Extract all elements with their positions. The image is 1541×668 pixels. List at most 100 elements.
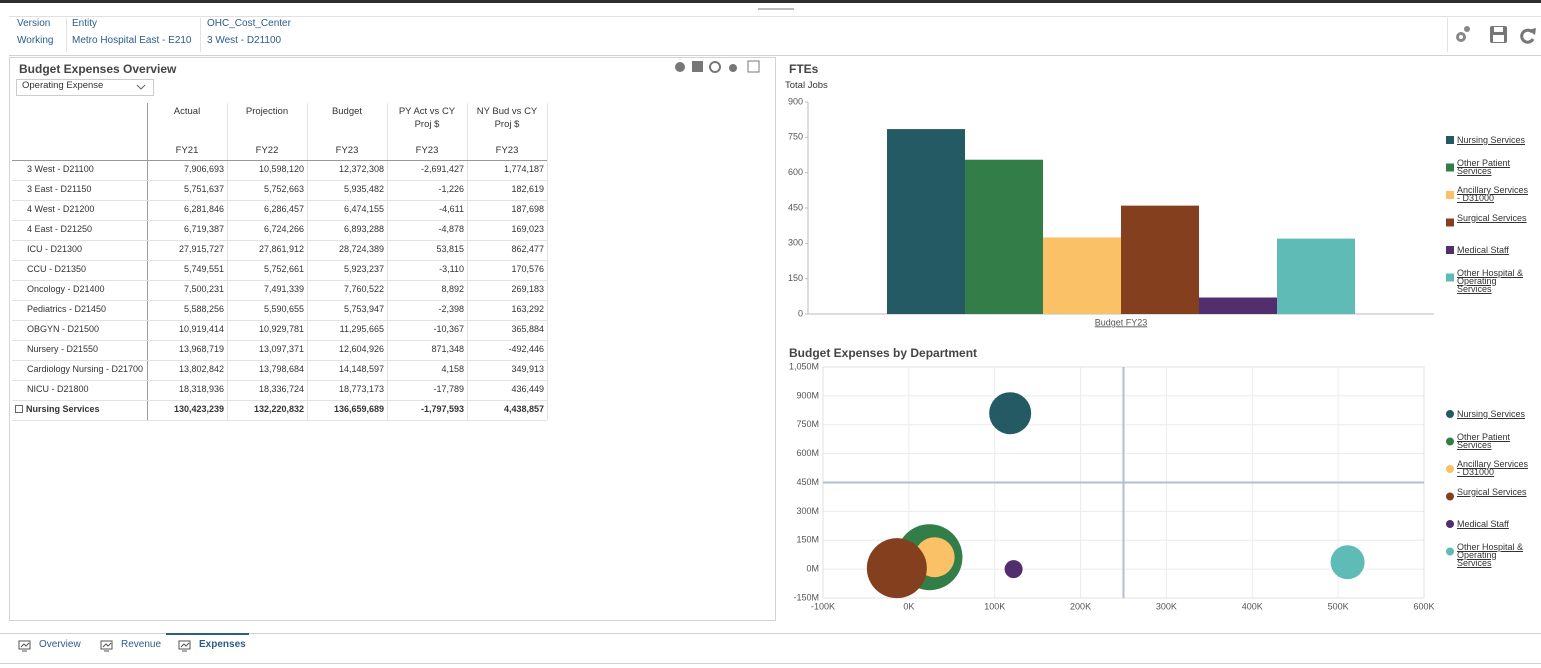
row-label: ICU - D21300 bbox=[27, 244, 83, 254]
legend-label[interactable]: Nursing Services bbox=[1457, 135, 1526, 145]
panel-title: Budget Expenses Overview bbox=[19, 62, 177, 76]
legend-label[interactable]: Surgical Services bbox=[1457, 212, 1527, 223]
gear-icon[interactable] bbox=[675, 62, 685, 72]
collapse-toggle[interactable] bbox=[15, 405, 23, 413]
refresh-icon[interactable] bbox=[709, 61, 721, 73]
tab[interactable]: Revenue bbox=[121, 639, 162, 650]
cell-value: 4,158 bbox=[441, 364, 464, 374]
x-tick-label: 100K bbox=[984, 601, 1005, 611]
column-header: NY Bud vs CY Proj $ bbox=[476, 106, 538, 130]
cell-value: -3,110 bbox=[439, 264, 464, 274]
dropdown-value: Operating Expense bbox=[22, 80, 104, 91]
legend-swatch bbox=[1446, 273, 1454, 282]
cell-value: 6,474,155 bbox=[343, 204, 384, 214]
cell-value: 436,449 bbox=[511, 384, 544, 394]
pov-label: OHC_Cost_Center bbox=[207, 18, 291, 29]
legend-label[interactable]: Other Patient Services bbox=[1457, 431, 1511, 450]
cell-value: 13,097,371 bbox=[258, 344, 304, 354]
tab-icon bbox=[18, 640, 31, 652]
settings-icon[interactable] bbox=[1456, 26, 1470, 42]
toolbar-icons bbox=[1456, 26, 1536, 44]
column-divider bbox=[547, 103, 548, 420]
y-tick-label: 0M bbox=[806, 564, 819, 574]
column-year: FY23 bbox=[335, 145, 359, 156]
pov-separator bbox=[200, 18, 201, 52]
legend-label[interactable]: Medical Staff bbox=[1457, 519, 1509, 529]
cell-value: -1,797,593 bbox=[420, 404, 464, 414]
pov-value[interactable]: Metro Hospital East - E210 bbox=[72, 35, 192, 46]
column-year: FY23 bbox=[495, 145, 519, 156]
bar bbox=[1043, 237, 1121, 314]
row-label: Cardiology Nursing - D21700 bbox=[27, 364, 144, 374]
cell-value: 349,913 bbox=[511, 364, 544, 374]
cell-value: 6,719,387 bbox=[183, 224, 224, 234]
legend-swatch bbox=[1446, 465, 1454, 473]
column-year: FY23 bbox=[415, 145, 439, 156]
cell-value: -17,789 bbox=[433, 384, 464, 394]
save-icon[interactable] bbox=[1490, 26, 1507, 43]
legend-swatch bbox=[1446, 547, 1454, 556]
column-header: PY Act vs CY Proj $ bbox=[398, 106, 456, 130]
x-tick-label: 600K bbox=[1413, 601, 1434, 611]
row-divider bbox=[12, 200, 547, 201]
y-tick-label: 450M bbox=[796, 477, 819, 487]
row-divider bbox=[12, 420, 547, 421]
panel-icons bbox=[675, 60, 760, 73]
legend-label[interactable]: Ancillary Services - D31000 bbox=[1457, 185, 1529, 203]
y-tick-label: 300M bbox=[796, 506, 819, 516]
y-tick-label: -150M bbox=[793, 592, 819, 602]
legend-label[interactable]: Other Patient Services bbox=[1457, 157, 1511, 176]
legend-swatch bbox=[1446, 410, 1454, 418]
cell-value: 8,892 bbox=[441, 284, 464, 294]
cell-value: 6,281,846 bbox=[183, 204, 224, 214]
legend-label[interactable]: Ancillary Services - D31000 bbox=[1457, 459, 1529, 477]
drag-handle[interactable] bbox=[758, 8, 794, 10]
options-icon[interactable] bbox=[729, 64, 737, 72]
dropdown[interactable] bbox=[16, 79, 154, 96]
cell-value: 163,292 bbox=[511, 304, 544, 314]
row-divider bbox=[12, 240, 547, 241]
y-tick-label: 750 bbox=[788, 132, 803, 142]
cell-value: 7,491,339 bbox=[263, 284, 304, 294]
bar bbox=[1277, 238, 1355, 314]
cell-value: 13,968,719 bbox=[178, 344, 224, 354]
tabs-top-border bbox=[0, 633, 1541, 634]
row-divider bbox=[12, 360, 547, 361]
row-label: 3 West - D21100 bbox=[27, 164, 94, 174]
legend-label[interactable]: Surgical Services bbox=[1457, 486, 1527, 497]
pov-separator bbox=[66, 18, 67, 52]
legend-label[interactable]: Medical Staff bbox=[1457, 245, 1509, 255]
bar bbox=[965, 159, 1043, 314]
legend-swatch bbox=[1446, 218, 1454, 227]
cell-value: 5,751,637 bbox=[183, 184, 224, 194]
y-tick-label: 0 bbox=[798, 308, 803, 318]
y-tick-label: 750M bbox=[796, 419, 819, 429]
pov-bar bbox=[9, 16, 1541, 56]
dropdown-arrow[interactable] bbox=[136, 83, 146, 91]
row-label: Nursery - D21550 bbox=[27, 344, 99, 354]
legend-swatch bbox=[1446, 520, 1454, 528]
pov-value[interactable]: 3 West - D21100 bbox=[207, 35, 282, 46]
legend-label[interactable]: Nursing Services bbox=[1457, 409, 1526, 419]
legend-swatch bbox=[1446, 163, 1454, 172]
y-tick-label: 150M bbox=[796, 535, 819, 545]
tab[interactable]: Expenses bbox=[199, 639, 246, 650]
cell-value: 4,438,857 bbox=[503, 404, 544, 414]
save-icon[interactable] bbox=[692, 61, 703, 72]
bubble bbox=[989, 392, 1032, 435]
row-label: 4 East - D21250 bbox=[27, 224, 93, 234]
cell-value: -4,878 bbox=[438, 224, 464, 234]
legend-swatch bbox=[1446, 437, 1454, 446]
legend-label[interactable]: Other Hospital & Operating Services bbox=[1457, 541, 1524, 568]
row-label: NICU - D21800 bbox=[27, 384, 89, 394]
tab[interactable]: Overview bbox=[39, 639, 81, 650]
maximize-icon[interactable] bbox=[747, 60, 760, 73]
row-label: CCU - D21350 bbox=[27, 264, 87, 274]
cell-value: 5,752,663 bbox=[263, 184, 304, 194]
cell-value: 5,588,256 bbox=[183, 304, 224, 314]
cell-value: 27,861,912 bbox=[258, 244, 304, 254]
pov-value[interactable]: Working bbox=[17, 35, 54, 46]
legend-label[interactable]: Other Hospital & Operating Services bbox=[1457, 267, 1524, 294]
column-header: Budget bbox=[331, 106, 363, 117]
